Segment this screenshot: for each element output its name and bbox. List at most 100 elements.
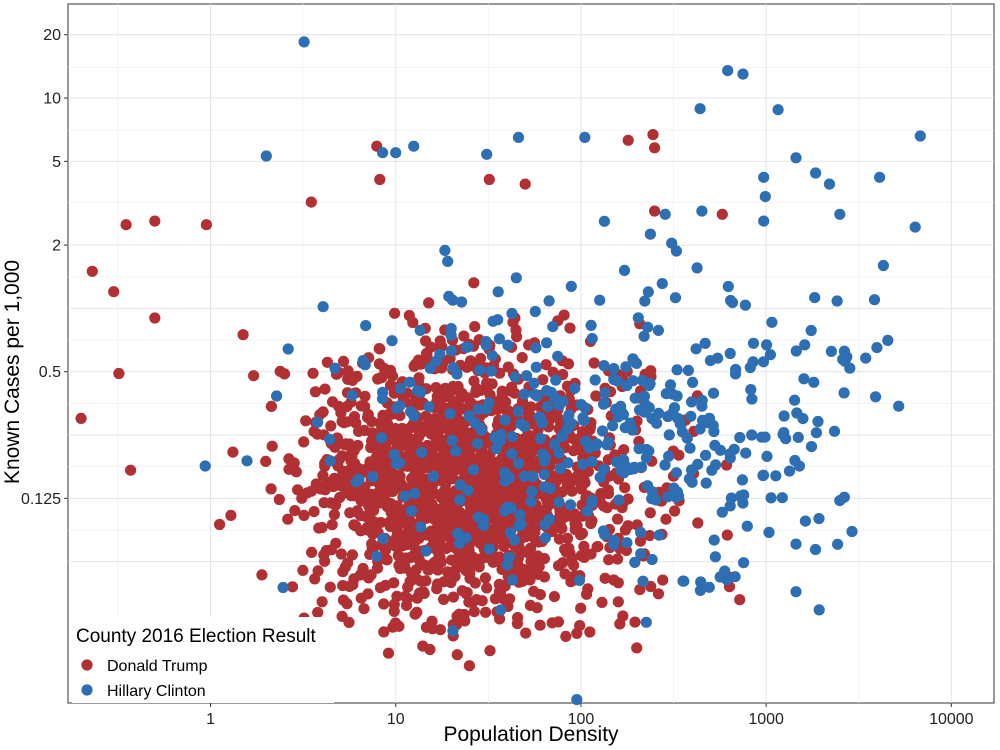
trump-county-point (575, 550, 587, 562)
clinton-county-point (831, 295, 843, 307)
clinton-county-point (700, 449, 712, 461)
clinton-county-point (608, 534, 620, 546)
trump-county-point (517, 575, 529, 587)
clinton-county-point (405, 505, 418, 517)
clinton-county-point (666, 388, 679, 400)
x-tick-label: 1 (206, 711, 215, 728)
trump-county-point (298, 436, 310, 448)
trump-county-point (260, 455, 272, 467)
clinton-county-point (598, 360, 610, 372)
trump-county-point (584, 626, 596, 638)
clinton-county-point (646, 486, 659, 498)
clinton-county-point (599, 387, 611, 399)
clinton-county-point (577, 458, 589, 470)
trump-county-point (337, 355, 350, 367)
clinton-county-point (518, 388, 530, 400)
trump-county-point (590, 390, 602, 402)
clinton-county-point (578, 415, 590, 427)
clinton-county-point (740, 447, 752, 459)
clinton-county-point (317, 301, 329, 313)
trump-county-point (500, 517, 512, 529)
trump-county-point (435, 412, 447, 424)
clinton-county-point (637, 575, 649, 587)
trump-county-point (296, 492, 308, 504)
clinton-county-point (481, 148, 493, 160)
trump-county-point (265, 483, 277, 495)
trump-county-point (434, 400, 447, 412)
clinton-county-point (408, 140, 420, 152)
trump-county-point (373, 458, 385, 471)
clinton-county-point (510, 272, 522, 284)
clinton-county-point (789, 454, 801, 467)
clinton-county-point (535, 412, 547, 424)
trump-county-point (389, 307, 401, 319)
trump-county-point (622, 493, 634, 505)
trump-county-point (475, 473, 487, 485)
trump-county-point (355, 592, 367, 604)
clinton-county-point (662, 491, 674, 503)
trump-county-point (312, 606, 324, 619)
trump-county-point (359, 481, 371, 493)
trump-county-point (436, 529, 448, 541)
clinton-county-point (635, 526, 647, 539)
legend-label-clinton: Hillary Clinton (107, 683, 206, 700)
clinton-county-point (454, 479, 466, 491)
trump-county-point (417, 506, 429, 518)
clinton-county-point (722, 280, 734, 293)
trump-county-point (373, 343, 385, 355)
clinton-county-point (277, 581, 289, 594)
clinton-county-point (764, 349, 777, 361)
trump-county-point (394, 562, 406, 575)
clinton-county-point (346, 389, 358, 401)
x-tick-label: 100 (568, 711, 595, 728)
clinton-county-point (809, 292, 821, 304)
trump-county-point (649, 142, 661, 154)
trump-county-point (456, 512, 468, 524)
clinton-county-point (445, 323, 457, 335)
clinton-county-point (271, 390, 283, 402)
clinton-county-point (527, 470, 539, 483)
clinton-county-point (506, 448, 518, 460)
trump-county-point (463, 660, 475, 672)
clinton-county-point (569, 382, 581, 394)
clinton-county-point (492, 314, 504, 326)
trump-county-point (721, 529, 733, 541)
trump-county-point (525, 401, 537, 413)
trump-county-point (507, 316, 519, 328)
clinton-county-point (454, 494, 466, 506)
trump-county-point (525, 524, 537, 536)
clinton-county-point (543, 295, 555, 307)
trump-county-point (410, 564, 422, 576)
clinton-county-point (797, 413, 809, 425)
clinton-county-point (501, 559, 513, 571)
clinton-county-point (643, 445, 655, 457)
clinton-county-point (553, 447, 565, 459)
clinton-county-point (642, 321, 654, 333)
trump-county-point (381, 554, 393, 566)
clinton-county-point (414, 324, 426, 336)
trump-county-point (652, 588, 665, 600)
trump-county-point (365, 569, 377, 581)
trump-county-point (298, 509, 310, 521)
trump-county-point (612, 596, 624, 608)
trump-county-point (366, 441, 378, 453)
clinton-county-point (644, 228, 657, 240)
trump-county-point (447, 384, 459, 396)
clinton-county-point (646, 412, 658, 425)
trump-county-point (523, 548, 536, 560)
trump-county-point (631, 642, 643, 654)
clinton-county-point (860, 352, 872, 364)
clinton-county-point (376, 393, 389, 405)
trump-county-point (483, 173, 495, 186)
trump-county-point (447, 398, 460, 410)
clinton-county-point (877, 259, 890, 272)
trump-county-point (515, 443, 528, 456)
clinton-county-point (483, 543, 495, 555)
clinton-county-point (823, 178, 836, 190)
y-tick-label: 2 (52, 238, 61, 255)
trump-county-point (402, 581, 414, 593)
trump-county-point (325, 497, 337, 509)
trump-county-point (347, 579, 359, 591)
clinton-county-point (556, 431, 568, 443)
clinton-county-point (607, 420, 619, 432)
